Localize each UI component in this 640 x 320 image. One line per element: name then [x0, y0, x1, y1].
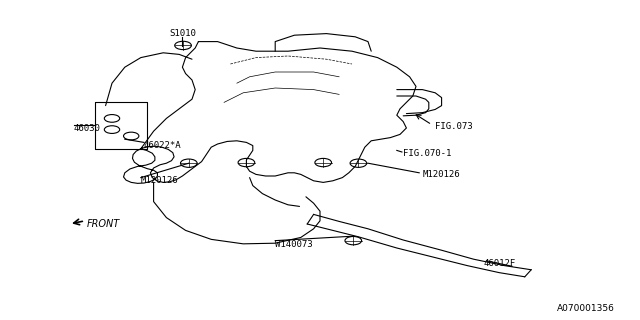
- Text: 46030: 46030: [74, 124, 100, 132]
- Text: S1010: S1010: [169, 29, 196, 38]
- Text: 46012F: 46012F: [483, 260, 515, 268]
- Text: A070001356: A070001356: [557, 304, 614, 313]
- Text: M120126: M120126: [422, 170, 460, 179]
- Text: 46022*A: 46022*A: [144, 141, 182, 150]
- Text: FRONT: FRONT: [86, 219, 120, 229]
- Text: FIG.073: FIG.073: [435, 122, 473, 131]
- Text: M120126: M120126: [141, 176, 179, 185]
- Text: FIG.070-1: FIG.070-1: [403, 149, 452, 158]
- Text: W140073: W140073: [275, 240, 313, 249]
